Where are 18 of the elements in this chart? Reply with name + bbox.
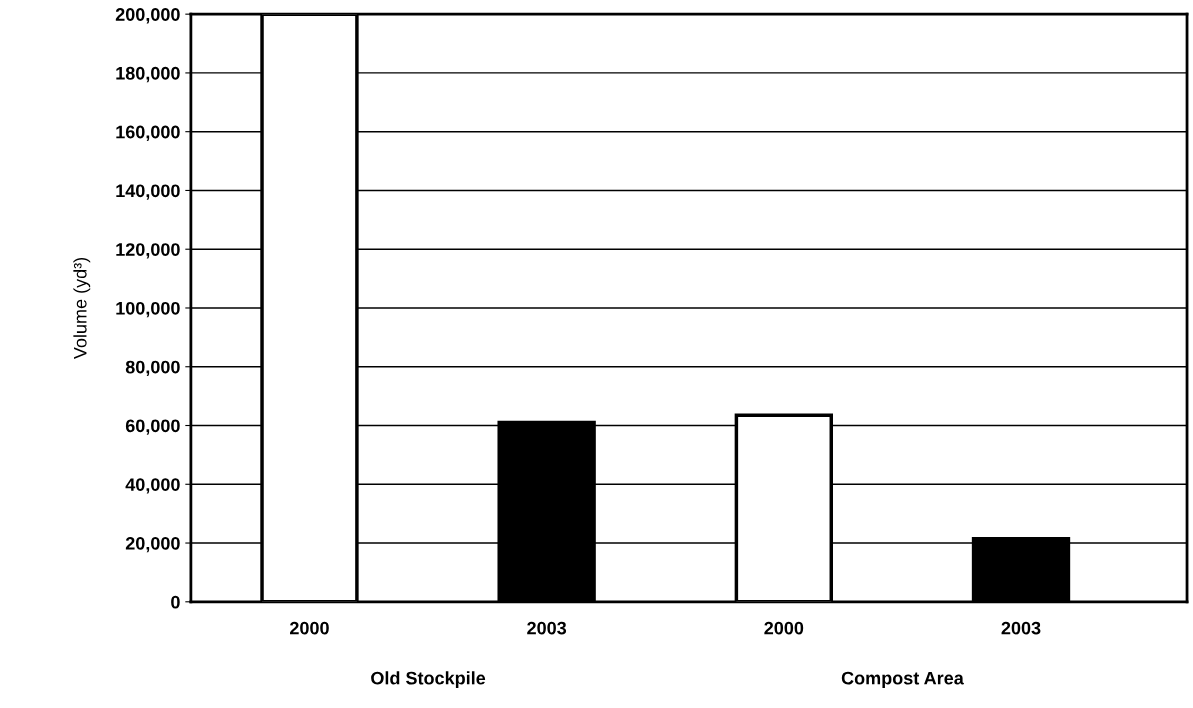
- y-tick-label: 200,000: [115, 8, 180, 24]
- y-tick-label: 20,000: [125, 536, 180, 553]
- text: Old Stockpile: [371, 671, 486, 689]
- y-tick-label: 40,000: [125, 478, 180, 494]
- x-tick-label: 2000: [290, 621, 329, 635]
- y-tick-label: 0: [171, 595, 180, 609]
- y-tick-label: 60,000: [125, 419, 180, 435]
- y-tick-label: 140,000: [116, 184, 180, 200]
- y-tick-label: 120,000: [116, 243, 180, 259]
- y-tick-label: 180,000: [116, 66, 180, 83]
- y-tick-label: 100,000: [116, 301, 180, 318]
- y-axis-title: Volume (yd³): [73, 257, 91, 360]
- x-tick-label: 2000: [764, 621, 804, 635]
- y-tick-label: 160,000: [116, 125, 180, 142]
- x-tick-label: 2003: [1001, 621, 1041, 635]
- x-tick-label: 2003: [527, 621, 567, 635]
- y-tick-label: 80,000: [125, 360, 180, 377]
- text: Compost Area: [841, 671, 964, 689]
